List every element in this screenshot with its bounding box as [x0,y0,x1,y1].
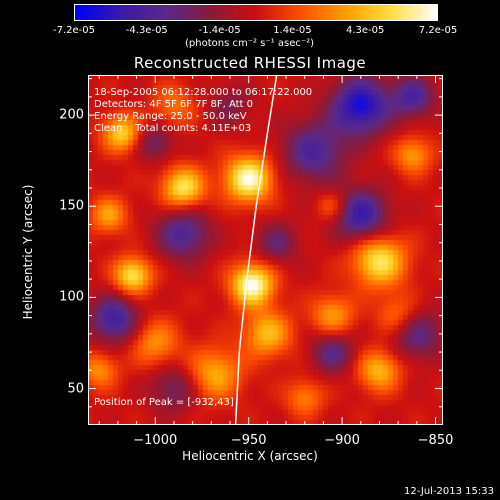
colorbar-tick-label: 4.3e-05 [345,25,385,36]
colorbar-tick-label: -4.3e-05 [125,25,168,36]
annotation-detectors: Detectors: 4F 5F 6F 7F 8F, Att 0 [94,99,254,110]
y-axis-label: Heliocentric Y (arcsec) [21,184,35,320]
footer-timestamp: 12-Jul-2013 15:33 [403,486,494,497]
annotation-total-counts: Clean Total counts: 4.11E+03 [94,123,252,134]
x-axis-label: Heliocentric X (arcsec) [182,449,318,463]
y-tick-label: 100 [59,289,84,305]
x-tick-label: −850 [417,433,454,448]
annotation-peak-position: Position of Peak = [-932,43] [94,397,234,408]
colorbar-tick-label: 7.2e-05 [418,25,458,36]
y-tick-label: 150 [59,198,84,214]
x-tick-label: −900 [324,433,360,448]
colorbar-tick-label: 1.4e-05 [273,25,312,36]
axis-ticks [88,75,443,425]
y-tick-label: 200 [59,107,84,123]
solar-limb-line [234,75,278,425]
colorbar-unit-label: (photons cm⁻² s⁻¹ asec⁻²) [185,38,315,49]
heatmap-image [88,75,443,425]
colorbar-tick-label: -1.4e-05 [198,25,241,36]
annotation-energy-range: Energy Range: 25.0 - 50.0 keV [94,111,247,122]
chart-title: Reconstructed RHESSI Image [133,54,367,72]
x-tick-label: −1000 [133,433,178,448]
plot-frame [88,75,443,425]
colorbar-tick-label: -7.2e-05 [53,25,95,36]
colorbar [74,4,438,21]
y-tick-label: 50 [67,381,84,397]
x-tick-label: −950 [230,433,267,448]
annotation-time-range: 18-Sep-2005 06:12:28.000 to 06:17:22.000 [94,87,313,98]
